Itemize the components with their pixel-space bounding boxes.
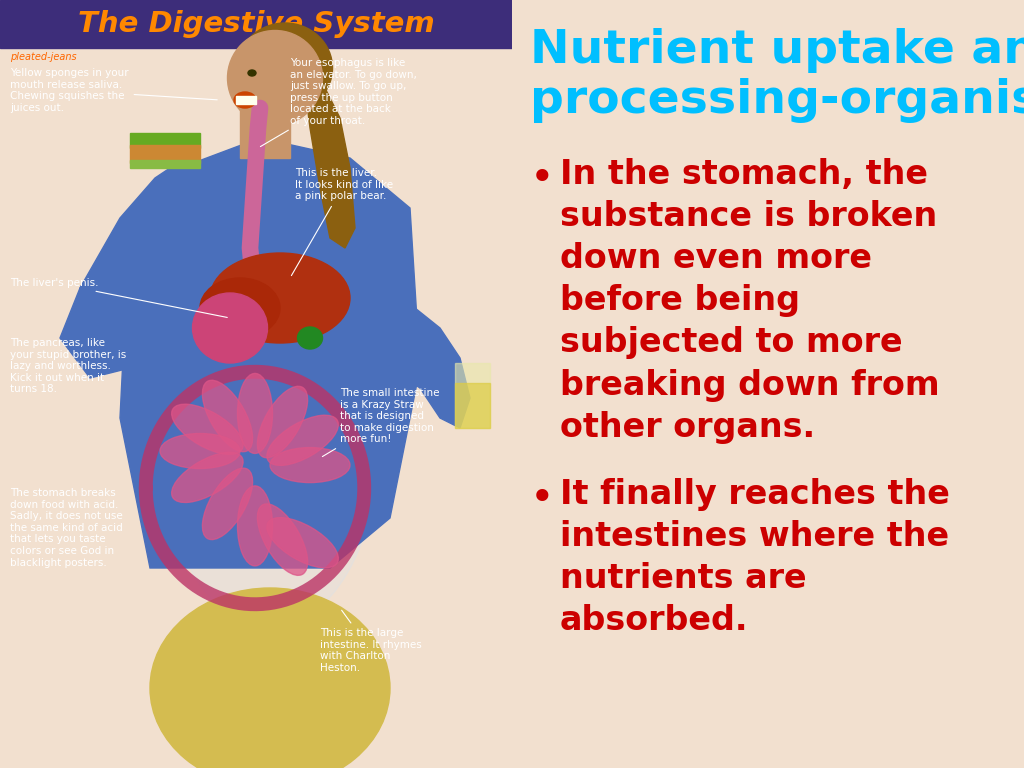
Ellipse shape <box>227 31 323 125</box>
Ellipse shape <box>257 504 307 575</box>
Bar <box>130 133 200 148</box>
Text: processing-organism: processing-organism <box>530 78 1024 123</box>
Ellipse shape <box>160 433 240 468</box>
Text: The liver's penis.: The liver's penis. <box>10 278 227 317</box>
Bar <box>130 160 200 168</box>
Bar <box>240 108 290 158</box>
Text: Nutrient uptake and: Nutrient uptake and <box>530 28 1024 73</box>
Bar <box>455 383 490 428</box>
Polygon shape <box>80 158 210 338</box>
Text: It finally reaches the
intestines where the
nutrients are
absorbed.: It finally reaches the intestines where … <box>560 478 950 637</box>
Ellipse shape <box>248 70 256 76</box>
Ellipse shape <box>200 278 280 338</box>
Ellipse shape <box>238 373 272 453</box>
Text: •: • <box>530 158 555 200</box>
Text: The pancreas, like
your stupid brother, is
lazy and worthless.
Kick it out when : The pancreas, like your stupid brother, … <box>10 338 126 395</box>
Bar <box>130 145 200 163</box>
Bar <box>236 96 256 104</box>
Ellipse shape <box>257 386 307 458</box>
Ellipse shape <box>267 518 338 568</box>
Bar <box>455 363 490 428</box>
Ellipse shape <box>270 448 350 482</box>
Text: The stomach breaks
down food with acid.
Sadly, it does not use
the same kind of : The stomach breaks down food with acid. … <box>10 488 123 568</box>
Ellipse shape <box>150 588 390 768</box>
Polygon shape <box>120 138 420 568</box>
Text: This is the liver.
It looks kind of like
a pink polar bear.: This is the liver. It looks kind of like… <box>292 168 393 276</box>
Ellipse shape <box>238 486 272 566</box>
Bar <box>0 0 512 48</box>
Text: •: • <box>530 478 555 520</box>
Ellipse shape <box>145 141 185 165</box>
Ellipse shape <box>193 293 267 363</box>
Polygon shape <box>60 218 170 378</box>
Text: pleated-jeans: pleated-jeans <box>10 52 77 62</box>
Text: Your esophagus is like
an elevator. To go down,
just swallow. To go up,
press th: Your esophagus is like an elevator. To g… <box>260 58 417 147</box>
Text: The small intestine
is a Krazy Straw
that is designed
to make digestion
more fun: The small intestine is a Krazy Straw tha… <box>323 388 439 456</box>
Ellipse shape <box>172 452 243 502</box>
Ellipse shape <box>160 248 380 628</box>
Text: In the stomach, the
substance is broken
down even more
before being
subjected to: In the stomach, the substance is broken … <box>560 158 940 444</box>
Text: This is the large
intestine. It rhymes
with Charlton
Heston.: This is the large intestine. It rhymes w… <box>319 611 422 673</box>
Polygon shape <box>305 88 355 248</box>
Text: Yellow sponges in your
mouth release saliva.
Chewing squishes the
juices out.: Yellow sponges in your mouth release sal… <box>10 68 217 113</box>
Ellipse shape <box>238 23 333 113</box>
Ellipse shape <box>210 253 350 343</box>
Polygon shape <box>390 308 470 428</box>
Ellipse shape <box>203 468 253 540</box>
Ellipse shape <box>234 92 256 108</box>
Ellipse shape <box>203 380 253 452</box>
Ellipse shape <box>298 327 323 349</box>
Ellipse shape <box>172 404 243 455</box>
Ellipse shape <box>267 415 338 465</box>
Text: The Digestive System: The Digestive System <box>78 10 434 38</box>
